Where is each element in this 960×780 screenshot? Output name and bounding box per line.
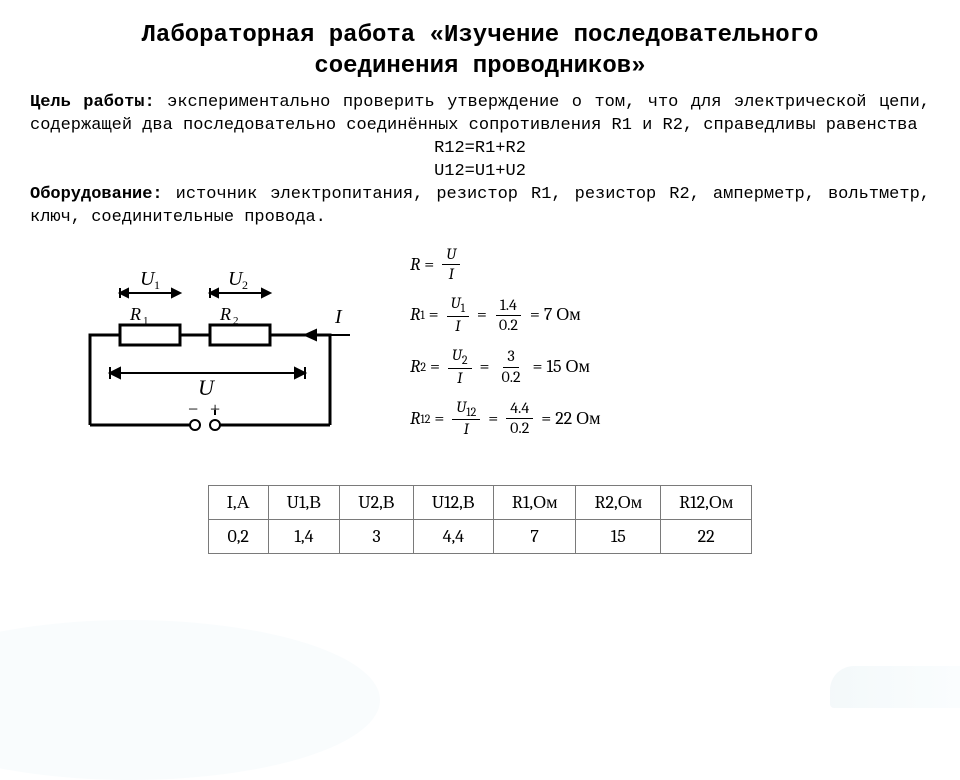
table-data-row: 0,2 1,4 3 4,4 7 15 22 <box>208 520 752 554</box>
label-r1: R <box>129 304 141 324</box>
label-u: U <box>198 375 216 400</box>
eq-r12: R12=R1+R2 <box>434 139 526 158</box>
goal-label: Цель работы: <box>30 93 155 112</box>
td-4: 7 <box>493 520 576 554</box>
circuit-diagram: − + U 1 U 2 R 1 R 2 <box>30 245 390 465</box>
equipment-text: источник электропитания, резистор R1, ре… <box>30 185 930 227</box>
svg-text:+: + <box>210 399 220 419</box>
centered-equations: R12=R1+R2 U12=U1+U2 <box>30 138 930 184</box>
formula-r12: R12 = U12 I = 4.4 0.2 = 22 Ом <box>410 398 930 440</box>
th-5: R2,Ом <box>576 486 661 520</box>
th-0: I,А <box>208 486 268 520</box>
td-1: 1,4 <box>268 520 340 554</box>
formula-list: R = UI R1 = U1 I = 1.4 0.2 = 7 Ом R2 = U… <box>410 245 930 465</box>
goal-text: экспериментально проверить утверждение о… <box>30 93 930 135</box>
td-5: 15 <box>576 520 661 554</box>
svg-text:−: − <box>188 399 198 419</box>
th-4: R1,Ом <box>493 486 576 520</box>
label-i: I <box>334 306 343 328</box>
td-2: 3 <box>340 520 414 554</box>
td-6: 22 <box>661 520 752 554</box>
background-wave <box>0 620 380 780</box>
svg-text:2: 2 <box>233 315 239 327</box>
equipment-paragraph: Оборудование: источник электропитания, р… <box>30 184 930 230</box>
th-6: R12,Ом <box>661 486 752 520</box>
th-1: U1,В <box>268 486 340 520</box>
svg-text:2: 2 <box>242 278 248 292</box>
results-table: I,А U1,В U2,В U12,В R1,Ом R2,Ом R12,Ом 0… <box>208 485 753 554</box>
td-0: 0,2 <box>208 520 268 554</box>
formula-r: R = UI <box>410 245 930 284</box>
goal-paragraph: Цель работы: экспериментально проверить … <box>30 92 930 138</box>
title-line-2: соединения проводников» <box>314 53 645 80</box>
formula-r2: R2 = U2 I = 3 0.2 = 15 Ом <box>410 346 930 388</box>
th-2: U2,В <box>340 486 414 520</box>
table-header-row: I,А U1,В U2,В U12,В R1,Ом R2,Ом R12,Ом <box>208 486 752 520</box>
corner-decoration <box>830 666 960 708</box>
th-3: U12,В <box>413 486 493 520</box>
equipment-label: Оборудование: <box>30 185 163 204</box>
svg-text:1: 1 <box>143 315 149 327</box>
formula-r1: R1 = U1 I = 1.4 0.2 = 7 Ом <box>410 294 930 336</box>
svg-text:1: 1 <box>154 278 160 292</box>
page-title: Лабораторная работа «Изучение последоват… <box>30 20 930 82</box>
title-line-1: Лабораторная работа «Изучение последоват… <box>142 22 819 49</box>
td-3: 4,4 <box>413 520 493 554</box>
middle-row: − + U 1 U 2 R 1 R 2 <box>30 245 930 465</box>
eq-u12: U12=U1+U2 <box>434 162 526 181</box>
label-r2: R <box>219 304 231 324</box>
